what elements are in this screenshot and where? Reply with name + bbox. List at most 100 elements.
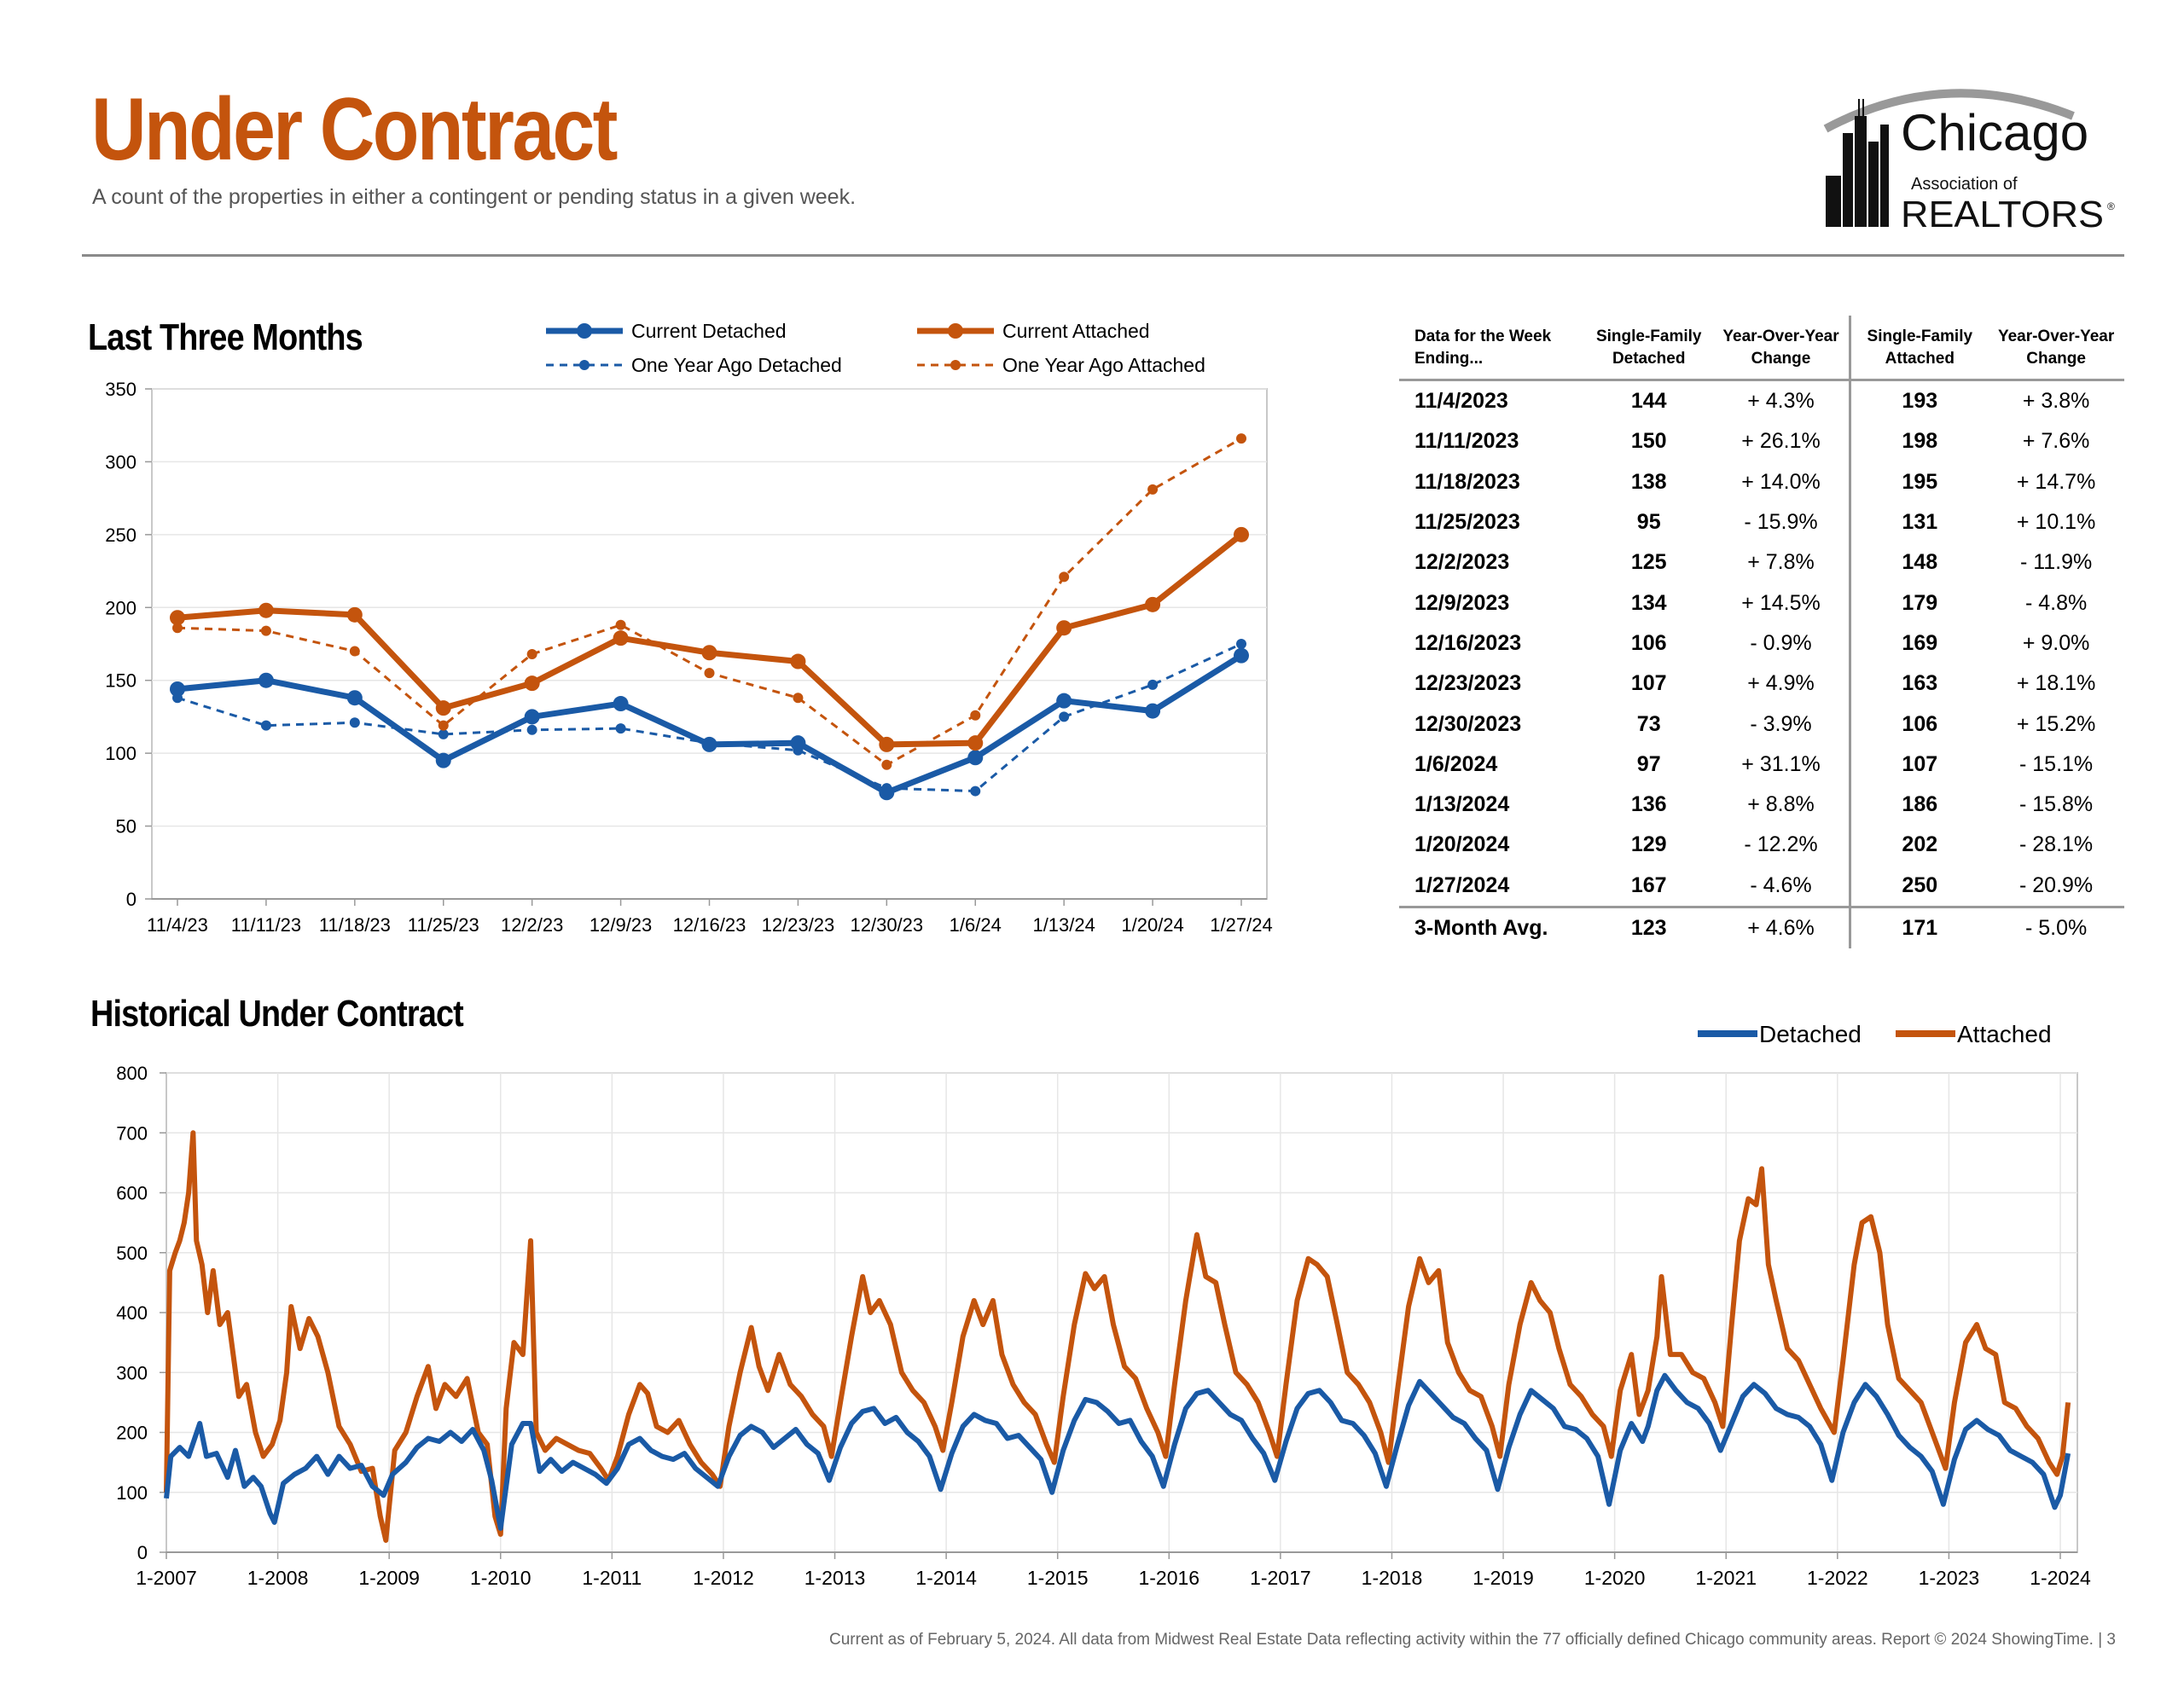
col-header-attached-yoy: Year-Over-Year Change <box>1988 316 2124 381</box>
attached-yoy-cell: + 18.1% <box>2016 671 2096 696</box>
week-cell: 11/4/2023 <box>1414 389 1508 414</box>
attached-yoy-cell: + 14.7% <box>2016 469 2096 494</box>
logo-skyline-bar <box>1843 133 1853 227</box>
data-point <box>1234 526 1249 542</box>
attached-cell: 202 <box>1849 825 1989 866</box>
data-point <box>1147 679 1159 690</box>
data-point <box>435 700 451 716</box>
detached-cell: 167 <box>1630 872 1667 897</box>
x-tick-label: 12/30/23 <box>851 914 924 936</box>
data-point <box>701 736 717 752</box>
x-tick-label: 1-2009 <box>358 1567 420 1589</box>
detached-cell: 150 <box>1630 429 1667 454</box>
x-tick-label: 1/27/24 <box>1210 914 1272 936</box>
detached-cell: 144 <box>1630 389 1667 414</box>
y-tick-label: 100 <box>105 743 136 764</box>
detached-yoy-cell: + 4.3% <box>1747 389 1815 414</box>
x-tick-label: 1-2016 <box>1138 1567 1199 1589</box>
col-header-detached-yoy: Year-Over-Year Change <box>1712 316 1850 381</box>
table-row: 11/25/2023 95 - 15.9% 131 + 10.1% <box>1399 501 2124 543</box>
data-point <box>701 645 717 661</box>
legend-label: Attached <box>1957 1021 2052 1047</box>
attached-cell: 106 <box>1849 704 1989 745</box>
attached-yoy-cell: - 11.9% <box>2019 550 2093 575</box>
y-tick-label: 50 <box>116 816 136 838</box>
attached-cell: 171 <box>1849 905 1989 949</box>
detached-yoy-cell: + 4.9% <box>1747 671 1815 696</box>
x-tick-label: 1-2007 <box>136 1567 197 1589</box>
y-tick-label: 200 <box>116 1423 148 1444</box>
legend-label: Detached <box>1759 1021 1862 1047</box>
attached-cell: 163 <box>1849 664 1989 704</box>
logo-registered-mark: ® <box>2107 200 2115 212</box>
table-row: 1/6/2024 97 + 31.1% 107 - 15.1% <box>1399 744 2124 785</box>
page-title: Under Contract <box>91 80 618 179</box>
logo-text-chicago: Chicago <box>1901 104 2088 161</box>
data-point <box>438 720 449 731</box>
detached-cell: 136 <box>1630 792 1667 817</box>
x-tick-label: 12/9/23 <box>590 914 652 936</box>
detached-yoy-cell: + 7.8% <box>1747 550 1815 575</box>
logo-text-association: Association of <box>1911 175 2018 194</box>
detached-cell: 97 <box>1636 751 1661 776</box>
data-point <box>790 653 806 670</box>
logo-skyline-bar <box>1862 99 1864 118</box>
attached-cell: 193 <box>1849 380 1989 422</box>
attached-cell: 186 <box>1849 784 1989 826</box>
y-tick-label: 0 <box>126 889 136 910</box>
data-point <box>435 752 451 768</box>
legend-marker <box>577 323 592 339</box>
data-point <box>346 690 363 706</box>
logo-skyline-bar <box>1855 116 1867 227</box>
attached-cell: 198 <box>1849 421 1989 462</box>
x-tick-label: 1-2018 <box>1362 1567 1423 1589</box>
y-tick-label: 700 <box>116 1122 148 1144</box>
logo-skyline-bar <box>1858 99 1860 118</box>
logo-text-realtors: REALTORS <box>1901 194 2104 235</box>
attached-yoy-cell: - 28.1% <box>2019 832 2094 857</box>
x-tick-label: 1/6/24 <box>950 914 1002 936</box>
data-point <box>526 724 537 735</box>
data-point <box>615 723 626 734</box>
logo-skyline-bar <box>1826 176 1841 227</box>
attached-cell: 195 <box>1849 461 1989 502</box>
col-header-week: Data for the Week Ending... <box>1399 316 1585 381</box>
detached-yoy-cell: + 8.8% <box>1747 792 1815 817</box>
week-cell: 12/23/2023 <box>1414 671 1522 696</box>
x-tick-label: 1-2022 <box>1807 1567 1868 1589</box>
attached-yoy-cell: + 7.6% <box>2022 429 2090 454</box>
col-header-attached: Single-Family Attached <box>1849 316 1989 381</box>
series-line-one-year-ago-detached <box>177 642 1242 793</box>
data-point <box>524 709 540 725</box>
attached-cell: 169 <box>1849 623 1989 664</box>
series-line-attached <box>164 1130 2071 1543</box>
week-cell: 12/2/2023 <box>1414 550 1510 575</box>
x-tick-label: 12/23/23 <box>762 914 835 936</box>
data-point <box>258 602 274 618</box>
x-tick-label: 1-2012 <box>693 1567 754 1589</box>
y-tick-label: 250 <box>105 525 136 546</box>
y-tick-label: 800 <box>116 1063 148 1084</box>
table-row: 12/30/2023 73 - 3.9% 106 + 15.2% <box>1399 704 2124 745</box>
attached-yoy-cell: - 15.8% <box>2019 792 2094 817</box>
series-line-current-attached <box>177 532 1244 748</box>
week-cell: 11/11/2023 <box>1414 429 1519 454</box>
attached-yoy-cell: - 15.1% <box>2019 751 2094 776</box>
x-tick-label: 11/11/23 <box>231 914 301 936</box>
x-tick-label: 1-2014 <box>915 1567 977 1589</box>
x-tick-label: 1-2020 <box>1584 1567 1646 1589</box>
data-point <box>970 710 981 721</box>
attached-yoy-cell: + 10.1% <box>2016 510 2096 535</box>
data-point <box>615 619 626 630</box>
series-line-detached <box>164 1372 2071 1531</box>
x-tick-label: 1-2021 <box>1695 1567 1757 1589</box>
detached-cell: 129 <box>1630 832 1667 857</box>
table-row: 12/16/2023 106 - 0.9% 169 + 9.0% <box>1399 623 2124 664</box>
data-point <box>1059 711 1070 722</box>
detached-cell: 123 <box>1584 905 1713 949</box>
data-point <box>349 646 360 657</box>
week-cell: 1/6/2024 <box>1414 751 1498 776</box>
logo-skyline-bar <box>1880 125 1889 227</box>
y-tick-label: 300 <box>105 451 136 472</box>
legend-marker <box>950 360 961 370</box>
